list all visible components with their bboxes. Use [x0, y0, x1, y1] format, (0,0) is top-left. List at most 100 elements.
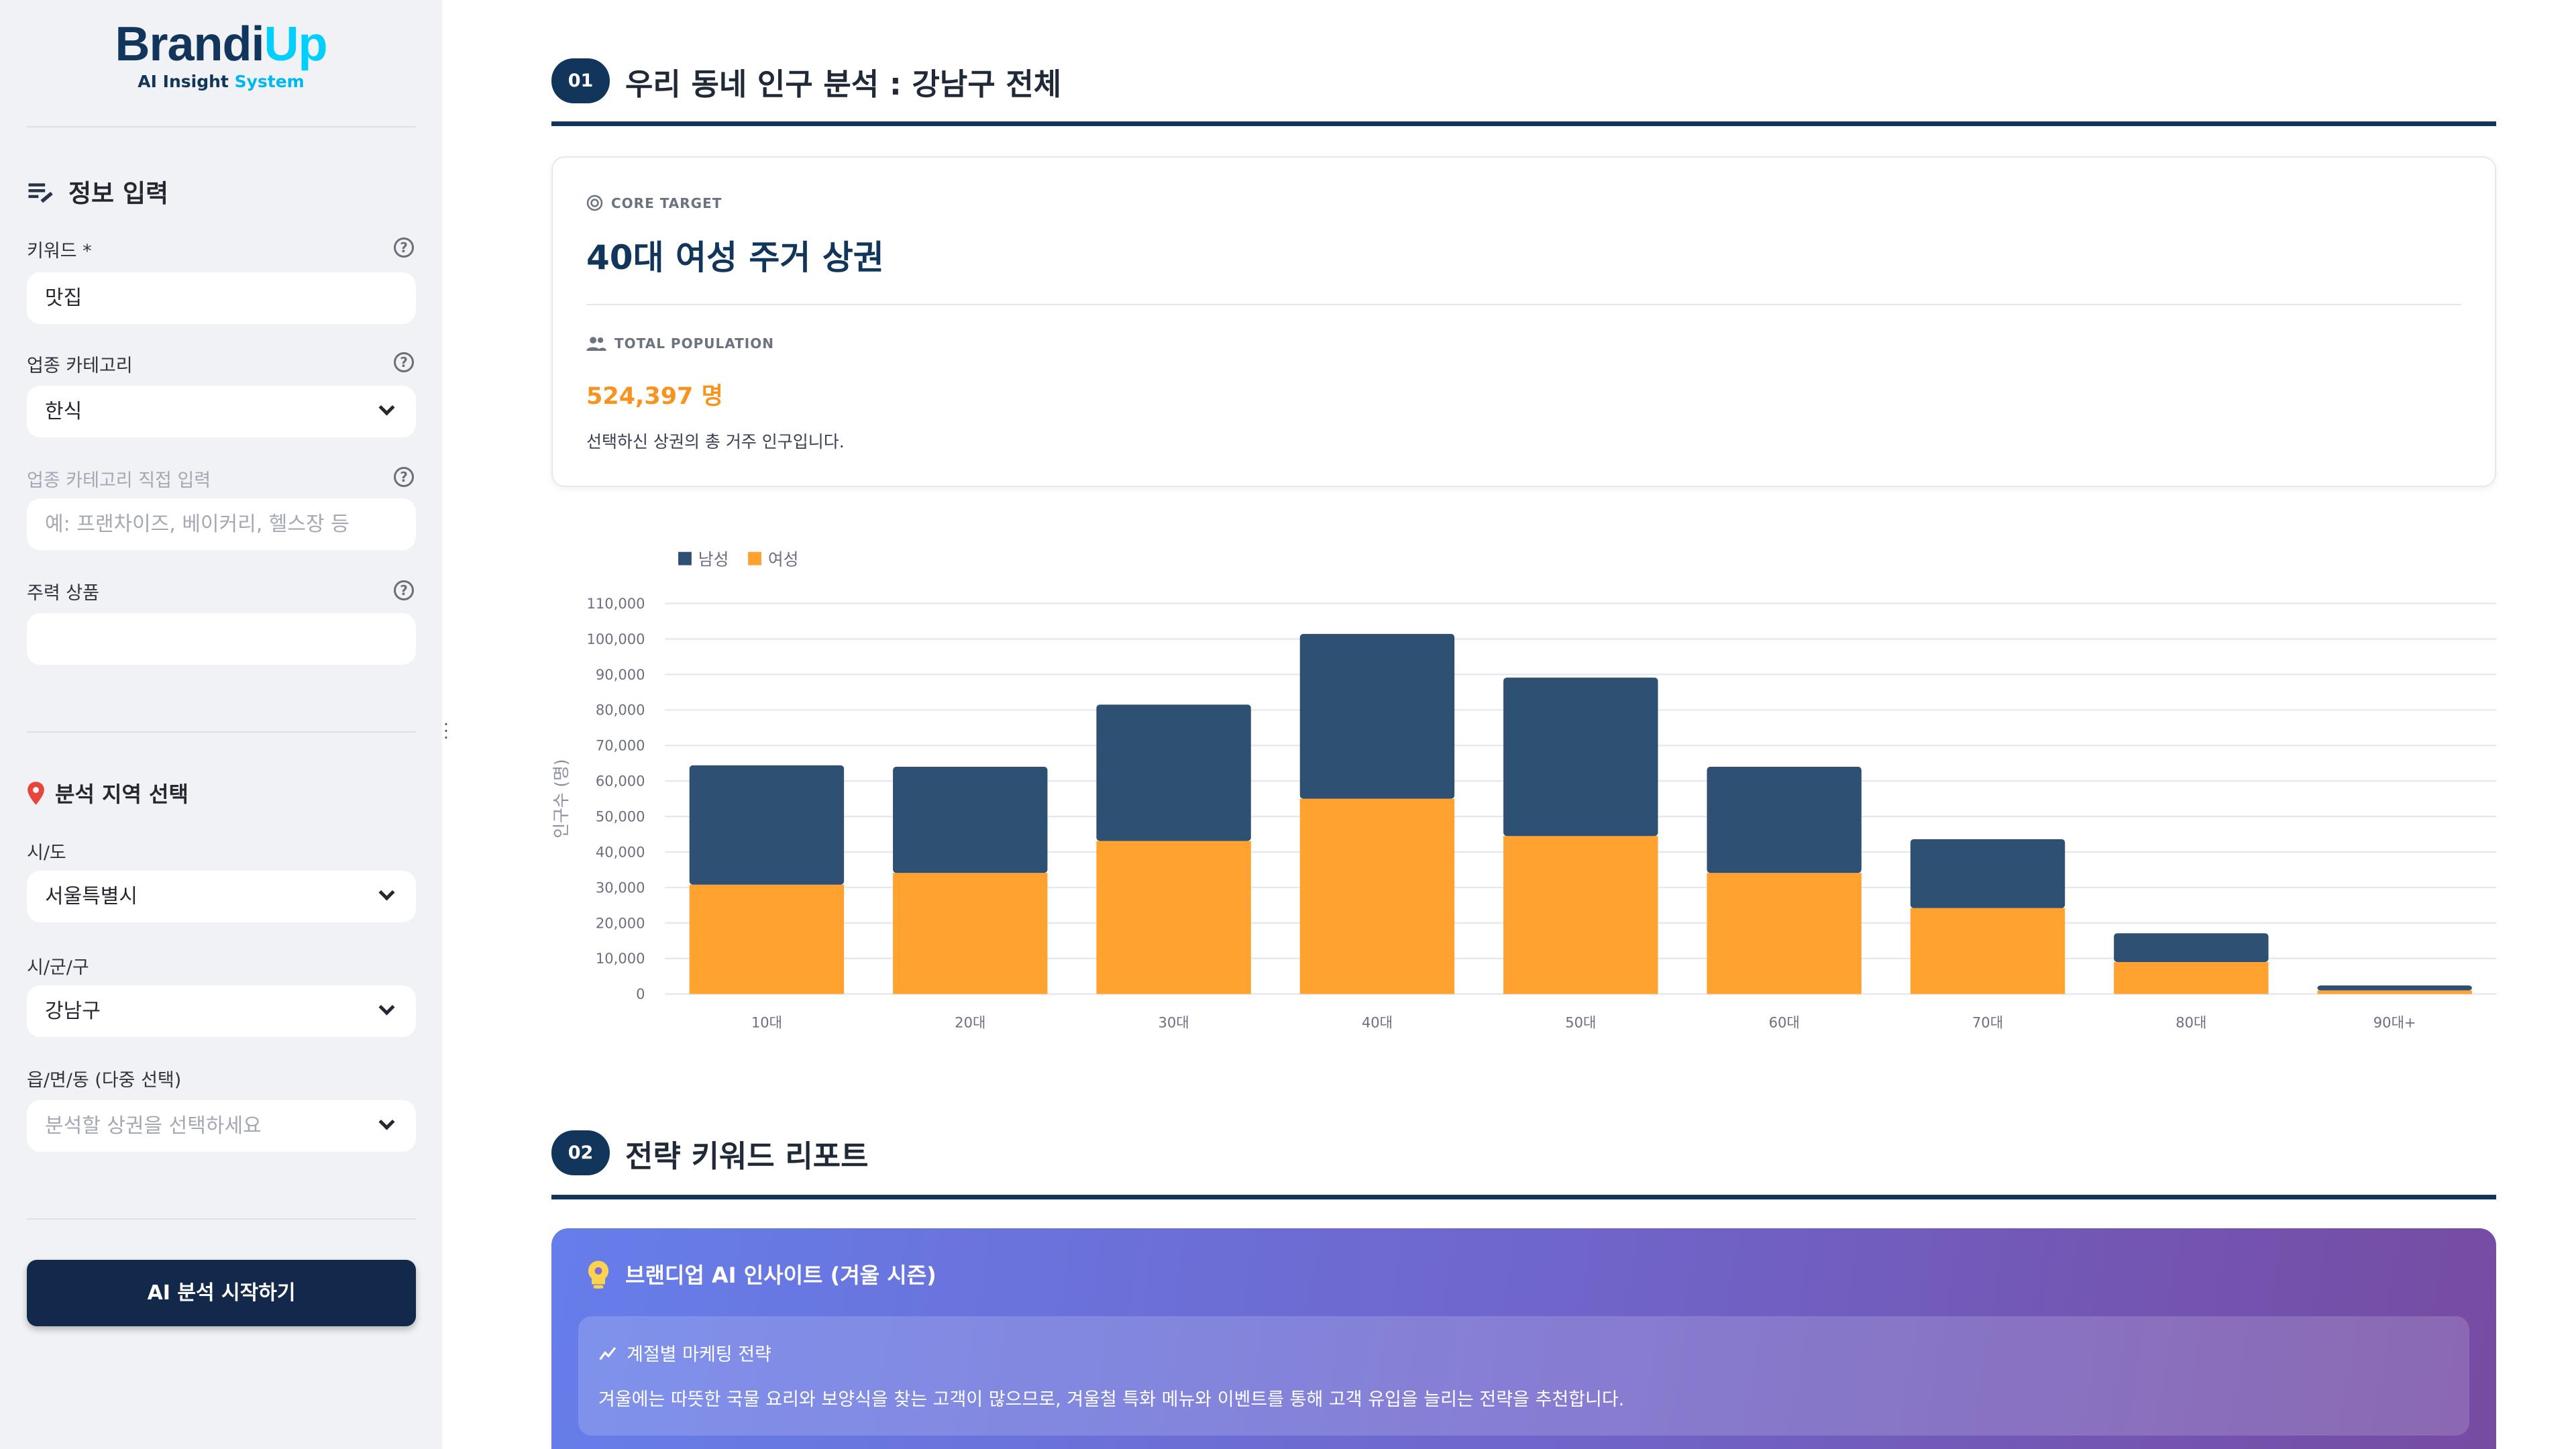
- divider: [27, 1218, 416, 1220]
- keyword-input[interactable]: 맛집: [27, 272, 416, 324]
- keyword-label: 키워드 *: [27, 241, 92, 262]
- x-tick-label: 40대: [1362, 1014, 1393, 1030]
- total-population-description: 선택하신 상권의 총 거주 인구입니다.: [586, 432, 845, 451]
- legend-label: 여성: [768, 550, 799, 570]
- bar-male: [2317, 985, 2472, 991]
- sido-label: 시/도: [27, 843, 66, 863]
- x-tick-label: 90대+: [2373, 1014, 2416, 1030]
- bar-male: [1096, 704, 1251, 841]
- info-section-heading: 정보 입력: [27, 173, 168, 209]
- bar-female: [1910, 908, 2065, 994]
- divider: [27, 731, 416, 733]
- sigungu-value: 강남구: [45, 1000, 101, 1023]
- help-icon[interactable]: ?: [394, 237, 414, 258]
- total-population-caption: TOTAL POPULATION: [586, 335, 774, 352]
- bar-female: [2317, 990, 2472, 994]
- bar-male: [1299, 634, 1455, 799]
- main-product-label: 주력 상품: [27, 583, 99, 604]
- sido-value: 서울특별시: [45, 885, 138, 908]
- population-stacked-bar-chart: 0 10,000 20,000 30,000 40,000 50,000 60,000 70,…: [551, 550, 2497, 1030]
- dong-label: 읍/면/동 (다중 선택): [27, 1070, 182, 1091]
- section-title: 우리 동네 인구 분석 : 강남구 전체: [625, 66, 1062, 102]
- y-tick-label: 110,000: [586, 595, 645, 612]
- seasonal-strategy-title: 계절별 마케팅 전략: [627, 1344, 771, 1365]
- bar-female: [689, 884, 845, 994]
- y-tick-label: 20,000: [596, 914, 645, 931]
- x-tick-label: 50대: [1565, 1014, 1596, 1030]
- help-icon[interactable]: ?: [394, 580, 414, 600]
- ai-insight-header: 브랜디업 AI 인사이트 (겨울 시즌): [585, 1258, 936, 1289]
- logo: BrandiUp: [0, 17, 442, 72]
- section-badge: 02: [551, 1130, 610, 1175]
- bar-female: [1299, 798, 1455, 994]
- y-tick-label: 30,000: [596, 879, 645, 896]
- x-tick-label: 20대: [955, 1014, 985, 1030]
- ai-insight-title: 브랜디업 AI 인사이트 (겨울 시즌): [625, 1263, 936, 1288]
- y-axis-label: 인구수 (명): [551, 759, 571, 838]
- core-target-card: CORE TARGET 40대 여성 주거 상권 TOTAL POPULATIO…: [551, 156, 2496, 487]
- trend-chart-icon: [599, 1346, 616, 1360]
- core-target-label: CORE TARGET: [611, 195, 722, 211]
- total-population-value: 524,397 명: [586, 383, 723, 410]
- bar-female: [1096, 841, 1251, 994]
- chevron-down-icon: [378, 999, 395, 1016]
- chevron-down-icon: [378, 399, 395, 416]
- logo-brand: Brandi: [115, 17, 264, 71]
- section-badge: 01: [551, 58, 610, 103]
- section-underline: [551, 1195, 2496, 1199]
- bar-female: [1503, 836, 1658, 994]
- legend-swatch: [678, 551, 692, 566]
- bar-male: [1910, 839, 2065, 908]
- y-tick-label: 90,000: [596, 666, 645, 683]
- bar-male: [689, 765, 845, 885]
- sigungu-label: 시/군/구: [27, 957, 89, 978]
- x-tick-label: 30대: [1159, 1014, 1189, 1030]
- category-select[interactable]: 한식: [27, 386, 416, 437]
- x-tick-label: 70대: [1972, 1014, 2003, 1030]
- help-icon[interactable]: ?: [394, 467, 414, 487]
- bar-male: [893, 766, 1048, 873]
- help-icon[interactable]: ?: [394, 352, 414, 372]
- total-population-label: TOTAL POPULATION: [614, 335, 774, 352]
- edit-list-icon: [28, 182, 53, 203]
- dong-placeholder: 분석할 상권을 선택하세요: [45, 1114, 262, 1138]
- bar-female: [1707, 873, 1862, 994]
- y-tick-label: 60,000: [596, 773, 645, 790]
- ai-insight-card: 브랜디업 AI 인사이트 (겨울 시즌) 계절별 마케팅 전략 겨울에는 따뜻한…: [551, 1228, 2496, 1449]
- sidebar-resize-handle[interactable]: · · ·: [443, 714, 449, 747]
- y-tick-label: 0: [636, 985, 645, 1002]
- logo-sub-b: System: [234, 72, 305, 91]
- logo-brand-accent: Up: [264, 17, 328, 71]
- y-tick-label: 50,000: [596, 808, 645, 825]
- section-title: 전략 키워드 리포트: [625, 1138, 869, 1174]
- y-tick-label: 10,000: [596, 950, 645, 967]
- chevron-down-icon: [378, 884, 395, 901]
- core-target-caption: CORE TARGET: [586, 195, 722, 211]
- divider: [27, 126, 416, 127]
- sido-select[interactable]: 서울특별시: [27, 871, 416, 922]
- x-tick-label: 60대: [1769, 1014, 1800, 1030]
- category-custom-input[interactable]: 예: 프랜차이즈, 베이커리, 헬스장 등: [27, 498, 416, 550]
- logo-subtitle: AI Insight System: [0, 72, 442, 91]
- divider: [586, 304, 2461, 305]
- legend-swatch: [748, 551, 761, 566]
- lightbulb-gear-icon: [588, 1260, 609, 1289]
- category-custom-label: 업종 카테고리 직접 입력: [27, 470, 211, 491]
- map-pin-icon: [28, 781, 44, 805]
- category-value: 한식: [45, 400, 83, 423]
- start-analysis-button[interactable]: AI 분석 시작하기: [27, 1260, 416, 1326]
- x-tick-label: 10대: [751, 1014, 782, 1030]
- dong-multiselect[interactable]: 분석할 상권을 선택하세요: [27, 1100, 416, 1152]
- bar-female: [2114, 962, 2269, 994]
- main-product-input[interactable]: [27, 613, 416, 665]
- y-tick-label: 40,000: [596, 843, 645, 860]
- y-tick-label: 70,000: [596, 737, 645, 754]
- bar-male: [1503, 678, 1658, 837]
- chevron-down-icon: [378, 1114, 395, 1130]
- info-section-title: 정보 입력: [68, 179, 169, 208]
- sigungu-select[interactable]: 강남구: [27, 985, 416, 1037]
- sidebar: BrandiUp AI Insight System 정보 입력 키워드 * ?…: [0, 0, 442, 1449]
- people-icon: [586, 337, 606, 351]
- y-tick-label: 100,000: [586, 631, 645, 647]
- legend-label: 남성: [698, 550, 729, 570]
